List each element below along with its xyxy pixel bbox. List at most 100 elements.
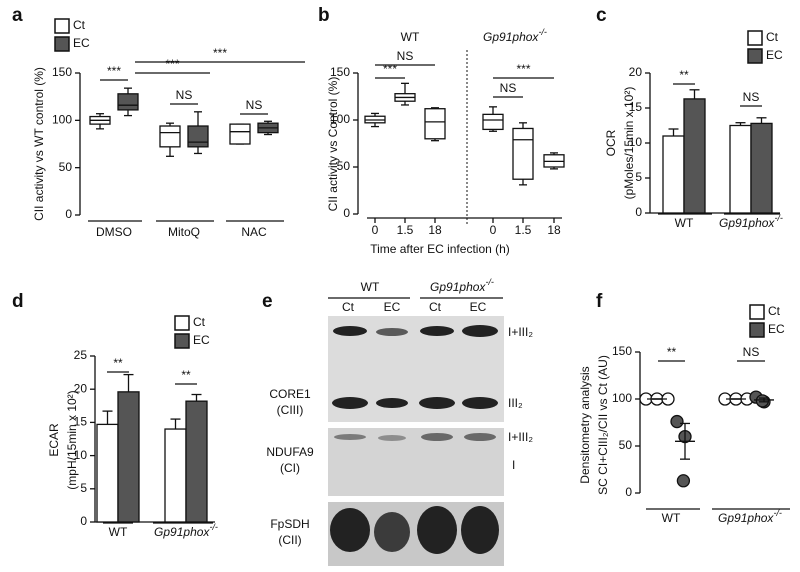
sig-label: *** — [213, 46, 227, 60]
bar — [164, 428, 187, 523]
y-tick-label: 10 — [74, 448, 88, 462]
legend-label: EC — [73, 36, 90, 50]
blot-group: Gp91phox-/- — [430, 277, 494, 294]
panel-letter: a — [12, 5, 23, 26]
group-name: Gp91phox — [430, 280, 486, 294]
legend-swatch — [747, 48, 763, 64]
group-name: WT — [401, 30, 420, 44]
sig-label: *** — [107, 64, 121, 78]
group-name: WT — [662, 511, 681, 525]
y-tick-label: 5 — [635, 170, 642, 184]
x-tick-label: 0 — [372, 223, 379, 237]
x-tick-label: DMSO — [96, 225, 132, 239]
y-axis-label: (mpH/15min x 10²) — [65, 390, 79, 489]
group-label: WT — [675, 216, 694, 230]
x-tick-label: 1.5 — [515, 223, 532, 237]
x-tick-label: 0 — [490, 223, 497, 237]
panel-letter: c — [596, 5, 607, 26]
row-label: (CII) — [278, 533, 301, 547]
sig-label: ** — [667, 345, 677, 359]
x-tick-label: NAC — [241, 225, 267, 239]
group-label: WT — [662, 511, 681, 525]
band-label: III₂ — [508, 396, 523, 410]
lane-label: EC — [384, 300, 401, 314]
blot-group: WT — [361, 280, 380, 294]
legend-swatch — [747, 30, 763, 46]
y-tick-label: 100 — [330, 112, 350, 126]
y-axis-label: (pMoles/15min x 10²) — [622, 87, 636, 200]
bar — [729, 124, 752, 214]
y-axis-label: OCR — [604, 129, 618, 156]
y-tick-label: 150 — [612, 344, 632, 358]
y-tick-label: 5 — [80, 481, 87, 495]
group-name: WT — [675, 216, 694, 230]
y-tick-label: 0 — [625, 485, 632, 499]
sig-label: NS — [176, 88, 193, 102]
dot — [676, 474, 691, 488]
bar — [96, 423, 119, 523]
y-axis-label: CII activity vs WT control (%) — [32, 67, 46, 221]
band-label: I+III₂ — [508, 430, 533, 444]
box — [229, 123, 251, 145]
legend-label: Ct — [768, 304, 781, 318]
bar — [750, 122, 773, 214]
bands — [330, 325, 499, 554]
lane-label: Ct — [342, 300, 355, 314]
group-sup: -/- — [774, 213, 783, 223]
y-axis-label: ECAR — [47, 423, 61, 457]
y-tick-label: 0 — [65, 207, 72, 221]
bar — [662, 135, 685, 214]
lane-label: EC — [470, 300, 487, 314]
legend-swatch — [749, 304, 765, 320]
legend-swatch — [749, 322, 765, 338]
chart-panel: f Densitometry analysis SC CI+CIII₂/CII vs… — [578, 291, 790, 525]
y-axis-label: CII activity vs Control (%) — [326, 77, 340, 212]
bar — [117, 391, 140, 523]
chart-panel: a CII activity vs WT control (%) 0 50 100 150… — [12, 5, 305, 239]
legend-swatch — [174, 315, 190, 331]
sig-label: ** — [181, 368, 191, 382]
row-label: (CIII) — [277, 403, 304, 417]
lane-label: Ct — [429, 300, 442, 314]
y-tick-label: 150 — [52, 65, 72, 79]
legend-swatch — [54, 18, 70, 34]
group-name: Gp91phox — [719, 216, 775, 230]
y-tick-label: 0 — [635, 205, 642, 219]
bar — [683, 98, 706, 214]
row-label: FpSDH — [270, 517, 309, 531]
y-tick-label: 20 — [74, 381, 88, 395]
panel-letter: d — [12, 291, 24, 312]
bar — [185, 400, 208, 523]
legend-label: Ct — [73, 18, 86, 32]
chart-panel: c OCR (pMoles/15min x 10²) 0 5 10 15 20 Ct EC WT Gp… — [596, 5, 783, 230]
y-tick-label: 10 — [629, 135, 643, 149]
group-name: Gp91phox — [718, 511, 774, 525]
box — [117, 93, 139, 111]
band-label: I+III₂ — [508, 325, 533, 339]
group-sup: -/- — [485, 277, 494, 287]
legend-label: EC — [766, 48, 783, 62]
group-sup: -/- — [773, 508, 782, 518]
group-name: WT — [109, 525, 128, 539]
row-label: CORE1 — [269, 387, 311, 401]
panel-letter: b — [318, 5, 330, 26]
dot — [670, 414, 684, 429]
y-axis-label: Densitometry analysis — [578, 366, 592, 483]
y-tick-label: 15 — [74, 415, 88, 429]
chart-panel: d ECAR (mpH/15min x 10²) 0 5 10 15 20 25 Ct EC WT Gp… — [12, 291, 218, 539]
legend-swatch — [54, 36, 70, 52]
y-tick-label: 15 — [629, 100, 643, 114]
group-label: Gp91phox-/- — [719, 213, 783, 230]
panel-letter: f — [596, 291, 603, 312]
sig-label: NS — [246, 98, 263, 112]
group-label: Gp91phox-/- — [154, 522, 218, 539]
sig-label: *** — [165, 57, 179, 71]
panel-letter: e — [262, 291, 273, 312]
row-label: (CI) — [280, 461, 300, 475]
y-tick-label: 50 — [337, 159, 351, 173]
legend-swatch — [174, 333, 190, 349]
y-tick-label: 50 — [59, 160, 73, 174]
box — [512, 127, 534, 180]
